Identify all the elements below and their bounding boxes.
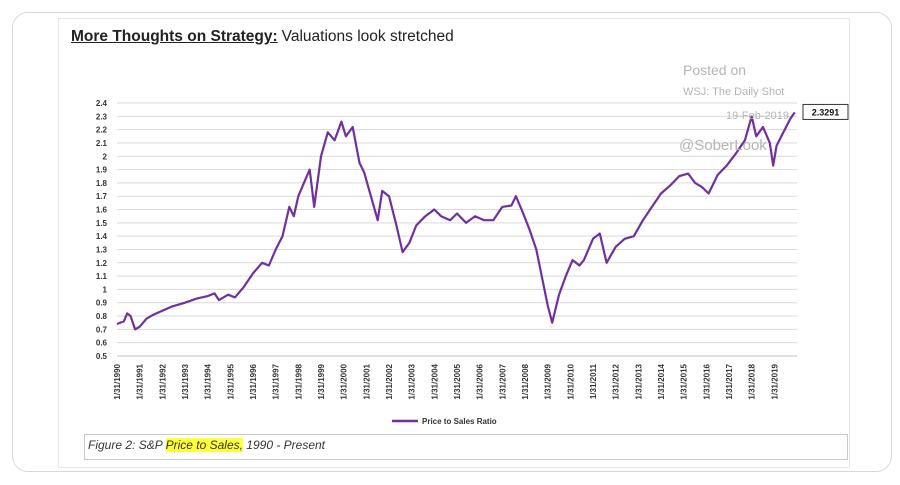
caption-prefix: Figure 2: S&P <box>88 438 166 452</box>
x-tick-label: 1/31/2011 <box>589 363 598 399</box>
x-tick-label: 1/31/1993 <box>181 363 190 399</box>
x-tick-label: 1/31/1990 <box>113 363 122 399</box>
y-tick-label: 0.6 <box>96 339 108 348</box>
y-tick-label: 1.5 <box>96 219 108 228</box>
x-tick-label: 1/31/2012 <box>612 363 621 399</box>
y-tick-label: 2.3 <box>96 112 108 121</box>
heading-rest: Valuations look stretched <box>281 28 454 45</box>
x-tick-label: 1/31/1995 <box>226 363 235 399</box>
x-tick-label: 1/31/1999 <box>317 363 326 399</box>
y-tick-label: 1.8 <box>96 179 108 188</box>
y-tick-label: 0.7 <box>96 325 108 334</box>
y-tick-label: 2.1 <box>96 139 108 148</box>
last-value-label: 2.3291 <box>812 107 840 117</box>
x-tick-label: 1/31/2001 <box>362 363 371 399</box>
x-tick-label: 1/31/2009 <box>544 363 553 399</box>
caption-suffix: 1990 - Present <box>242 438 326 452</box>
heading-bold: More Thoughts on Strategy: <box>71 28 278 45</box>
series-line-price-to-sales <box>116 111 796 331</box>
y-tick-label: 2 <box>103 152 108 161</box>
x-tick-label: 1/31/1996 <box>249 363 258 399</box>
y-tick-label: 0.9 <box>96 299 108 308</box>
x-tick-label: 1/31/1992 <box>158 363 167 399</box>
slide-heading: More Thoughts on Strategy: Valuations loo… <box>71 28 454 46</box>
x-tick-label: 1/31/2017 <box>725 363 734 399</box>
y-tick-label: 0.8 <box>96 312 108 321</box>
x-tick-label: 1/31/2002 <box>385 363 394 399</box>
x-tick-label: 1/31/2008 <box>521 363 530 399</box>
chart-legend: Price to Sales Ratio <box>392 417 497 426</box>
x-tick-label: 1/31/2014 <box>657 363 666 399</box>
x-tick-label: 1/31/1997 <box>272 363 281 399</box>
x-tick-label: 1/31/1998 <box>294 363 303 399</box>
x-tick-label: 1/31/2018 <box>748 363 757 399</box>
x-tick-label: 1/31/2006 <box>476 363 485 399</box>
x-tick-label: 1/31/2005 <box>453 363 462 399</box>
watermark-date: 19-Feb-2019 <box>726 110 789 122</box>
y-tick-label: 1.3 <box>96 245 108 254</box>
y-tick-label: 1.7 <box>96 192 108 201</box>
x-tick-label: 1/31/2004 <box>430 363 439 399</box>
y-tick-label: 1.4 <box>96 232 108 241</box>
watermark-handle: @SoberLook <box>679 137 767 154</box>
y-tick-label: 2.4 <box>96 99 108 108</box>
figure-caption: Figure 2: S&P Price to Sales, 1990 - Pre… <box>88 438 325 452</box>
slide-panel <box>58 18 850 468</box>
last-value-box <box>802 103 849 120</box>
legend-label: Price to Sales Ratio <box>422 417 497 426</box>
caption-highlight: Price to Sales, <box>165 438 243 452</box>
watermark-posted-on: Posted on <box>683 62 747 78</box>
x-tick-label: 1/31/2015 <box>680 363 689 399</box>
x-tick-label: 1/31/2000 <box>340 363 349 399</box>
y-tick-label: 1.1 <box>96 272 108 281</box>
y-tick-label: 2.2 <box>96 126 108 135</box>
x-tick-label: 1/31/1994 <box>204 363 213 399</box>
y-tick-label: 0.5 <box>96 352 108 361</box>
y-tick-label: 1.6 <box>96 206 108 215</box>
watermark-source: WSJ: The Daily Shot <box>683 86 785 98</box>
y-tick-label: 1.2 <box>96 259 108 268</box>
x-tick-label: 1/31/2019 <box>770 363 779 399</box>
x-tick-label: 1/31/2007 <box>498 363 507 399</box>
x-tick-label: 1/31/2013 <box>634 363 643 399</box>
y-tick-label: 1.9 <box>96 166 108 175</box>
last-value-callout: 2.3291 <box>802 103 849 120</box>
x-tick-label: 1/31/2003 <box>408 363 417 399</box>
x-tick-label: 1/31/2016 <box>702 363 711 399</box>
y-tick-label: 1 <box>103 285 108 294</box>
x-tick-label: 1/31/2010 <box>566 363 575 399</box>
x-tick-label: 1/31/1991 <box>136 363 145 399</box>
